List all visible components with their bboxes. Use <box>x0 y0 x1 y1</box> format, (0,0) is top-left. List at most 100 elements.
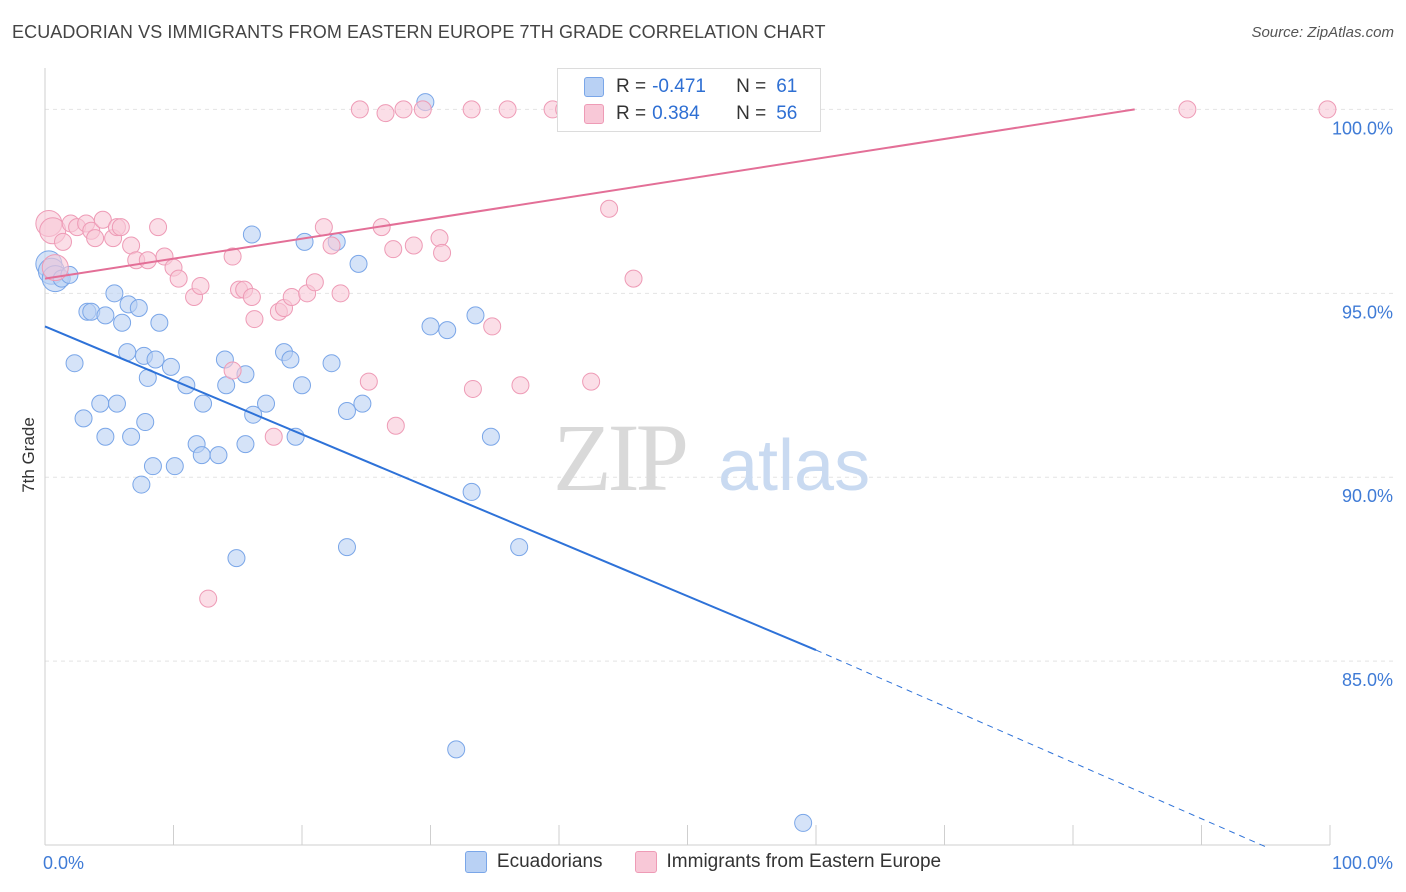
legend-r-label: R = <box>616 76 647 97</box>
eastern-europe-point <box>331 284 350 303</box>
eastern-europe-point <box>384 240 403 259</box>
legend-r-label: R = <box>616 103 647 124</box>
ecuadorian-point <box>105 284 124 303</box>
grid-lines <box>45 108 1395 662</box>
eastern-europe-point <box>600 199 619 218</box>
ecuadorian-point <box>91 394 110 413</box>
ecuadorian-point <box>281 350 300 369</box>
eastern-europe-point <box>1178 100 1197 119</box>
eastern-europe-point <box>149 218 168 237</box>
eastern-europe-point <box>245 310 264 329</box>
ecuadorian-point <box>65 354 84 373</box>
source-label: Source: ZipAtlas.com <box>1251 24 1394 41</box>
eastern-europe-point <box>413 100 432 119</box>
eastern-europe-point <box>169 269 188 288</box>
eastern-europe-point <box>582 372 601 391</box>
legend-item-ecuadorians[interactable]: Ecuadorians <box>464 851 603 873</box>
eastern-europe-point <box>511 376 530 395</box>
y-tick-label: 85.0% <box>1342 670 1393 690</box>
eastern-europe-point <box>404 236 423 255</box>
eastern-europe-point <box>93 210 112 229</box>
ecuadorian-point <box>161 357 180 376</box>
legend-swatch-pink <box>584 104 604 124</box>
ecuadorian-point <box>295 232 314 251</box>
ecuadorian-point <box>74 409 93 428</box>
eastern-europe-point <box>483 317 502 336</box>
eastern-europe-point <box>386 416 405 435</box>
eastern-europe-point <box>86 229 105 248</box>
eastern-europe-point <box>282 287 301 306</box>
ecuadorian-point <box>96 306 115 325</box>
legend-n-label: N = <box>736 103 767 124</box>
ecuadorian-point <box>209 446 228 465</box>
eastern-europe-point <box>498 100 517 119</box>
ecuadorian-point <box>794 813 813 832</box>
eastern-europe-point <box>433 243 452 262</box>
data-points <box>35 93 1337 832</box>
ecuadorian-trend-line <box>44 325 817 651</box>
legend-n-value: 61 <box>776 76 798 97</box>
ecuadorian-point <box>447 740 466 759</box>
ecuadorian-point <box>349 254 368 273</box>
eastern-europe-point <box>41 254 69 282</box>
ecuadorian-point <box>481 427 500 446</box>
legend-n-label: N = <box>736 76 767 97</box>
ecuadorian-point <box>143 457 162 476</box>
eastern-europe-point <box>394 100 413 119</box>
eastern-europe-trend-line <box>44 108 1135 280</box>
chart-title: ECUADORIAN VS IMMIGRANTS FROM EASTERN EU… <box>12 22 826 42</box>
legend-item-eastern-europe[interactable]: Immigrants from Eastern Europe <box>634 851 942 873</box>
eastern-europe-point <box>111 218 130 237</box>
ecuadorian-point <box>293 376 311 395</box>
legend-r-value: 0.384 <box>652 103 700 124</box>
y-axis-label: 7th Grade <box>19 417 38 493</box>
ecuadorian-point <box>107 394 126 413</box>
ecuadorian-point <box>96 427 115 446</box>
ecuadorian-point <box>353 394 372 413</box>
legend-label: Immigrants from Eastern Europe <box>666 851 942 872</box>
eastern-europe-point <box>314 218 333 237</box>
ecuadorian-point <box>337 538 356 557</box>
ecuadorian-point <box>466 306 485 325</box>
stats-legend: R = -0.471 N = 61 R = 0.384 N = 56 <box>557 68 821 132</box>
y-tick-label: 100.0% <box>1332 118 1393 138</box>
ecuadorian-point <box>113 313 132 332</box>
eastern-europe-point <box>376 104 395 123</box>
eastern-europe-point <box>624 269 643 288</box>
ecuadorian-point <box>146 350 165 369</box>
watermark-atlas: atlas <box>718 426 870 506</box>
ecuadorian-trend-extension <box>815 649 1266 848</box>
eastern-europe-point <box>350 100 369 119</box>
eastern-europe-point <box>462 100 481 119</box>
axes <box>44 68 1331 846</box>
ecuadorian-point <box>165 457 184 476</box>
eastern-europe-point <box>305 273 324 292</box>
legend-swatch-pink <box>634 851 657 873</box>
ecuadorian-point <box>242 225 261 244</box>
ecuadorian-point <box>236 435 255 454</box>
eastern-europe-point <box>463 379 482 398</box>
legend-row-eastern-europe: R = 0.384 N = 56 <box>558 101 797 127</box>
ecuadorian-point <box>322 354 341 373</box>
eastern-europe-point <box>223 361 242 380</box>
legend-row-ecuadorians: R = -0.471 N = 61 <box>558 74 797 100</box>
eastern-europe-point <box>359 372 378 391</box>
eastern-europe-point <box>322 236 341 255</box>
watermark: ZIP atlas <box>553 404 870 511</box>
ecuadorian-point <box>150 313 169 332</box>
eastern-europe-point <box>223 247 242 266</box>
legend-r-value: -0.471 <box>652 76 706 97</box>
x-tick-label: 100.0% <box>1332 853 1393 873</box>
trend-lines <box>44 108 1266 848</box>
watermark-zip: ZIP <box>553 404 686 511</box>
eastern-europe-point <box>191 276 210 295</box>
eastern-europe-point <box>138 251 157 270</box>
legend-swatch-blue <box>584 77 604 97</box>
ecuadorian-point <box>122 427 141 446</box>
ecuadorian-point <box>438 321 457 340</box>
y-tick-label: 95.0% <box>1342 302 1393 322</box>
eastern-europe-point <box>53 232 72 251</box>
ecuadorian-point <box>257 394 276 413</box>
ecuadorian-point <box>192 446 211 465</box>
eastern-europe-point <box>430 229 449 248</box>
